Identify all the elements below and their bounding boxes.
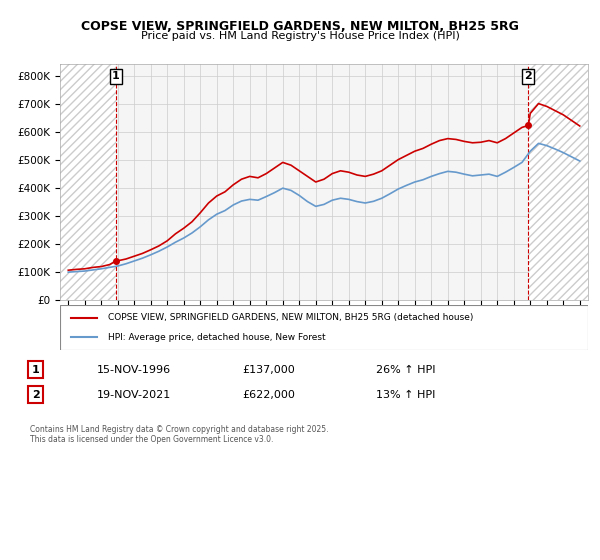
Text: 19-NOV-2021: 19-NOV-2021 [97, 390, 171, 400]
Bar [60, 64, 116, 300]
Bar [60, 64, 116, 300]
Text: Contains HM Land Registry data © Crown copyright and database right 2025.
This d: Contains HM Land Registry data © Crown c… [30, 425, 329, 445]
Text: COPSE VIEW, SPRINGFIELD GARDENS, NEW MILTON, BH25 5RG (detached house): COPSE VIEW, SPRINGFIELD GARDENS, NEW MIL… [107, 313, 473, 322]
Text: £622,000: £622,000 [242, 390, 295, 400]
FancyBboxPatch shape [60, 305, 588, 350]
Text: COPSE VIEW, SPRINGFIELD GARDENS, NEW MILTON, BH25 5RG: COPSE VIEW, SPRINGFIELD GARDENS, NEW MIL… [81, 20, 519, 32]
Text: 2: 2 [524, 72, 532, 81]
Text: 2: 2 [32, 390, 40, 400]
Text: £137,000: £137,000 [242, 365, 295, 375]
Text: HPI: Average price, detached house, New Forest: HPI: Average price, detached house, New … [107, 333, 325, 342]
Bar [528, 64, 588, 300]
Text: 1: 1 [112, 72, 119, 81]
Text: 26% ↑ HPI: 26% ↑ HPI [376, 365, 436, 375]
Text: 1: 1 [32, 365, 40, 375]
Text: Price paid vs. HM Land Registry's House Price Index (HPI): Price paid vs. HM Land Registry's House … [140, 31, 460, 41]
Text: 13% ↑ HPI: 13% ↑ HPI [376, 390, 436, 400]
Text: 15-NOV-1996: 15-NOV-1996 [97, 365, 171, 375]
